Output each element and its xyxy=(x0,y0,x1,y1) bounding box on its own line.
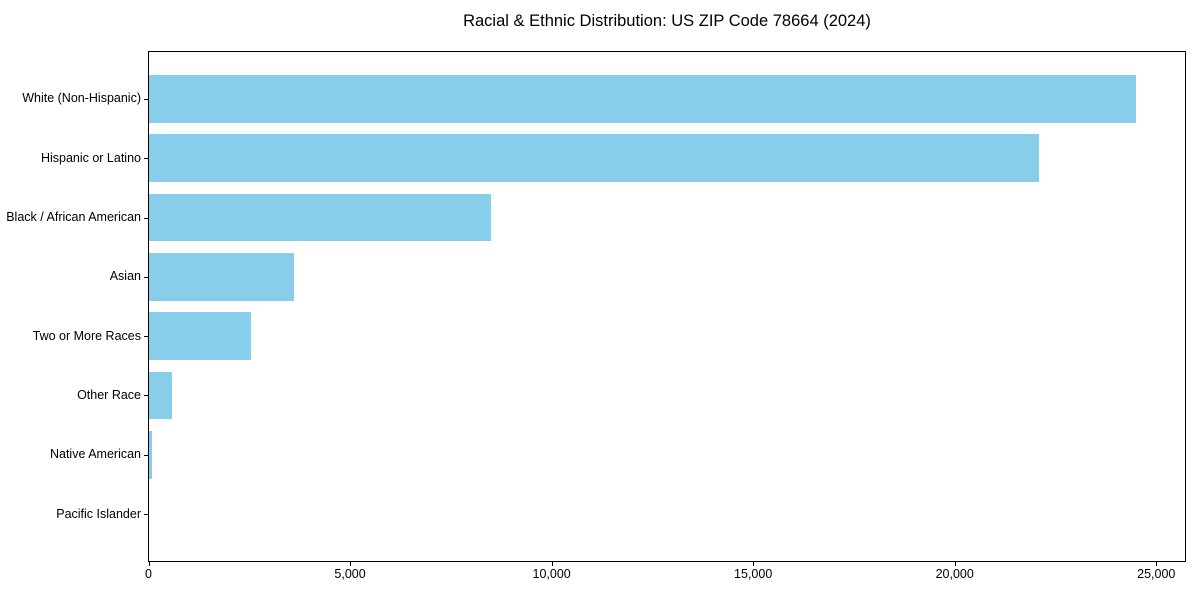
y-tick-mark xyxy=(144,98,148,100)
bar xyxy=(149,193,492,242)
y-tick-label: Other Race xyxy=(77,387,141,402)
x-tick-label: 10,000 xyxy=(532,567,571,581)
bar xyxy=(149,312,251,360)
y-tick-mark xyxy=(144,276,148,278)
y-tick-mark xyxy=(144,514,148,516)
bar xyxy=(149,253,294,301)
y-tick-mark xyxy=(144,217,148,219)
x-tick-mark xyxy=(350,562,352,566)
x-tick-mark xyxy=(753,562,755,566)
bar xyxy=(149,75,1136,123)
bar xyxy=(149,371,172,420)
y-tick-label: Asian xyxy=(109,269,141,284)
x-tick-label: 5,000 xyxy=(334,567,366,581)
plot-area xyxy=(148,51,1186,562)
y-tick-label: Black / African American xyxy=(6,210,141,224)
bar xyxy=(149,134,1039,182)
y-tick-label: Two or More Races xyxy=(32,328,141,343)
y-tick-mark xyxy=(144,336,148,338)
x-tick-label: 15,000 xyxy=(734,567,773,581)
x-tick-mark xyxy=(148,562,150,566)
x-tick-label: 25,000 xyxy=(1137,567,1176,581)
bar xyxy=(149,431,153,479)
y-tick-label: Pacific Islander xyxy=(56,506,141,521)
x-tick-label: 20,000 xyxy=(935,567,974,581)
x-tick-mark xyxy=(551,562,553,566)
y-tick-mark xyxy=(144,158,148,160)
x-tick-mark xyxy=(954,562,956,566)
x-tick-mark xyxy=(1156,562,1158,566)
chart-title: Racial & Ethnic Distribution: US ZIP Cod… xyxy=(463,12,871,30)
y-tick-label: Hispanic or Latino xyxy=(40,150,141,165)
y-tick-mark xyxy=(144,395,148,397)
x-tick-label: 0 xyxy=(145,567,152,581)
y-tick-label: White (Non-Hispanic) xyxy=(22,91,141,106)
y-tick-mark xyxy=(144,454,148,456)
y-tick-label: Native American xyxy=(49,447,141,462)
